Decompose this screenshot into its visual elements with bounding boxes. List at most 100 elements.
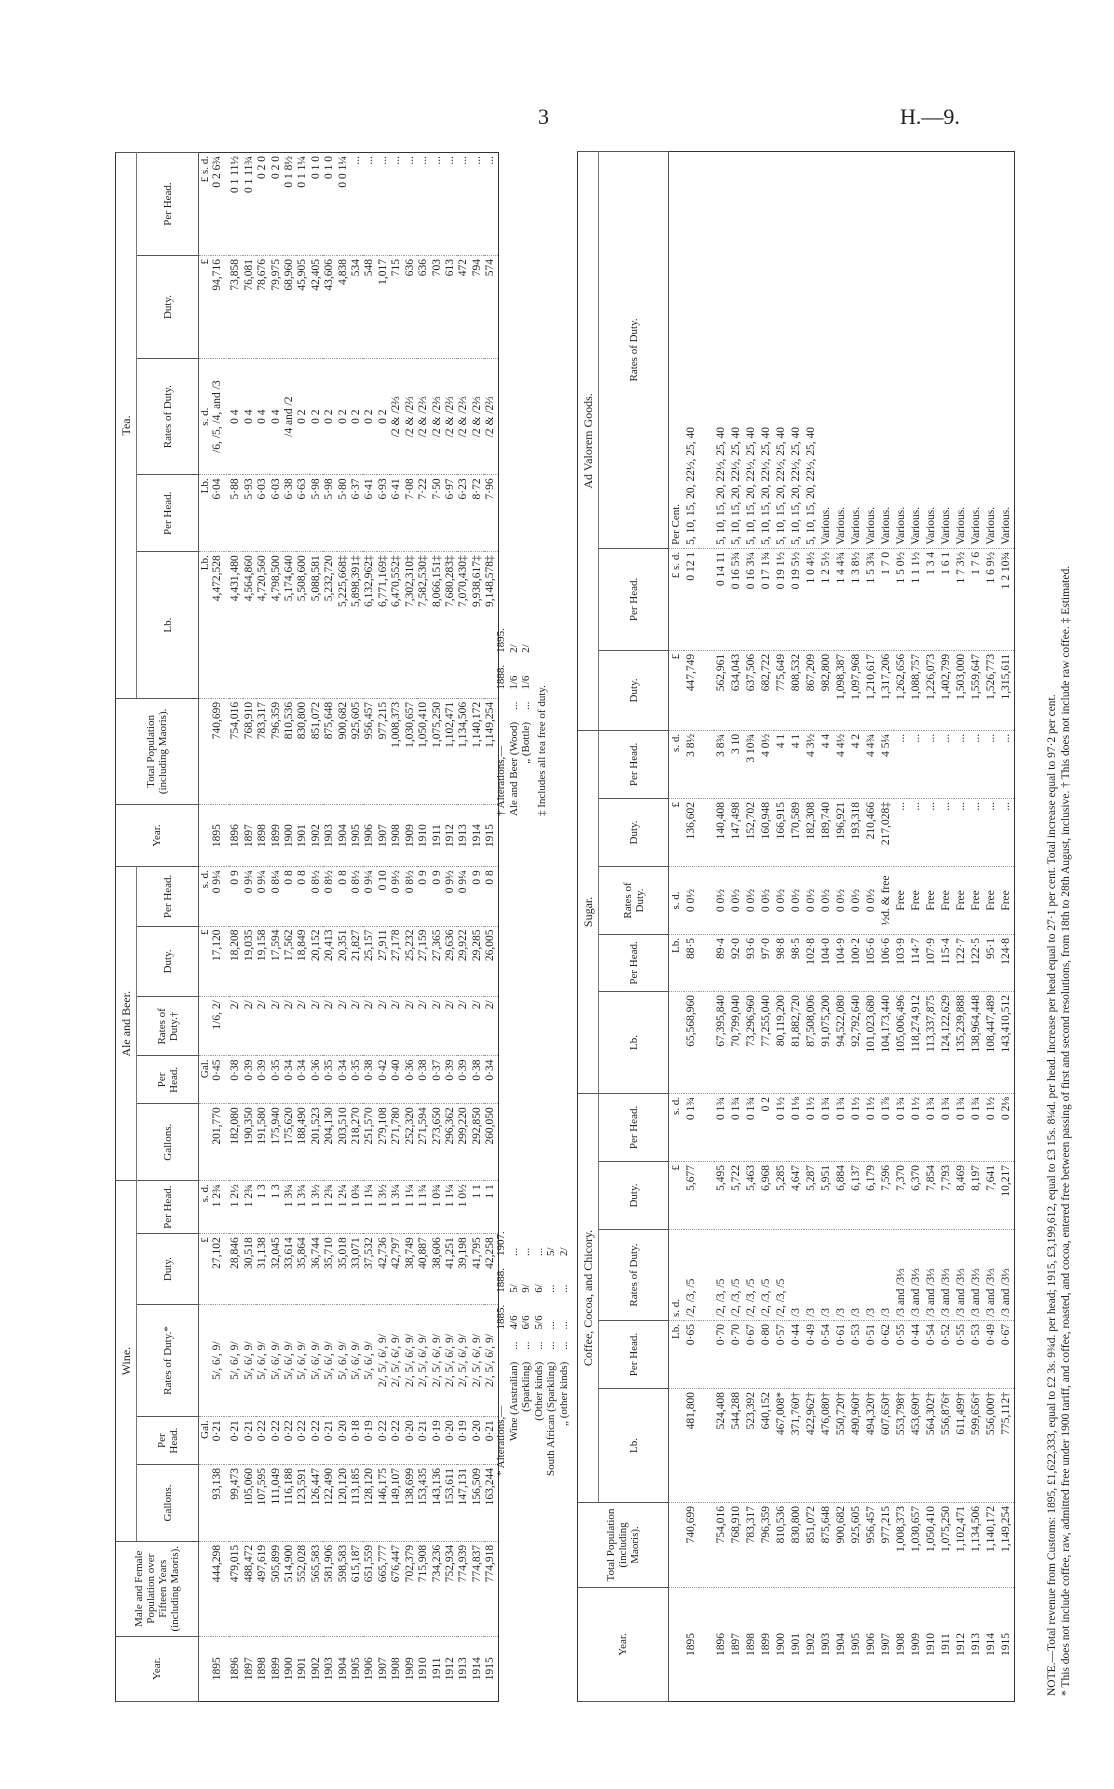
sugar-per-head-lb-cell: 92·0 xyxy=(729,934,744,992)
tea-lb-cell: 4,798,500 xyxy=(269,551,284,699)
year-cell: 1898 xyxy=(256,804,270,867)
unit-label xyxy=(198,996,211,1056)
alterations-year: 1885. xyxy=(495,1304,507,1330)
wine-rates-cell: 5/, 6/, 9/ xyxy=(363,1304,377,1417)
table-row: 1911 734,236 143,136 0·19 2/, 5/, 6/, 9/38,6… xyxy=(430,152,444,1702)
alterations-value: ... xyxy=(545,1321,557,1330)
male-female-population-cell: 651,559 xyxy=(363,1541,377,1637)
alterations-year: 1888. xyxy=(495,664,507,690)
wine-per-head-cell: 1 3½ xyxy=(309,1180,324,1234)
coffee-per-head-lb-cell: 0·70 xyxy=(729,1320,744,1389)
alterations-year: 1907. xyxy=(495,1231,507,1256)
spacer-cell xyxy=(699,934,714,992)
coffee-per-head-cell: 0 1¾ xyxy=(744,1093,759,1162)
alterations-value: 6/ xyxy=(532,1284,545,1293)
year-cell: 1900 xyxy=(774,1587,789,1702)
advalorem-duty-cell: 1,097,968 xyxy=(849,650,864,731)
sugar-per-head-cell: 4 4¾ xyxy=(864,730,879,799)
header-ad-valorem-goods: Ad Valorem Goods. xyxy=(577,151,599,731)
tea-duty-cell: 548 xyxy=(363,255,377,359)
header-sugar-duty: Duty. xyxy=(598,798,669,867)
sugar-duty-cell: ... xyxy=(939,798,954,867)
wine-rates-cell: 5/, 6/, 9/ xyxy=(336,1304,351,1417)
alterations-label: „ (other kinds) xyxy=(557,1361,570,1426)
ale-per-head-cell: 0 8½ xyxy=(323,866,337,927)
year-cell: 1895 xyxy=(684,1587,699,1702)
coffee-per-head-lb-cell: 0·70 xyxy=(714,1320,729,1389)
ale-gallons-cell: 188,490 xyxy=(296,1103,310,1181)
total-population-cell: 956,457 xyxy=(864,1502,879,1588)
tea-rates-cell: 0 2 xyxy=(323,358,337,475)
total-population-cell: 925,605 xyxy=(849,1502,864,1588)
sugar-lb-cell: 124,122,629 xyxy=(939,991,954,1094)
wine-gallons-cell: 122,490 xyxy=(323,1464,337,1542)
spacer-cell xyxy=(699,650,714,731)
advalorem-rates-cell: Various. xyxy=(939,151,954,549)
table-row: 1914 774,837 156,509 0·20 2/, 5/, 6/, 9/41,7… xyxy=(470,152,485,1702)
sugar-per-head-cell: ... xyxy=(999,730,1015,799)
ale-gallons-cell: 273,650 xyxy=(430,1103,444,1181)
alterations-row: Wine (Australian)... 4/6 5/... xyxy=(508,1225,521,1482)
alterations-row: South African (Sparkling)......... 5/ xyxy=(545,1225,558,1482)
advalorem-per-head-cell: 0 16 5¾ xyxy=(729,548,744,651)
advalorem-per-head-cell: 0 19 1½ xyxy=(774,548,789,651)
ale-per-head-cell: 0 9¼ xyxy=(211,866,225,927)
advalorem-rates-cell: Various. xyxy=(819,151,834,549)
tea-duty-cell: 613 xyxy=(443,255,458,359)
male-female-population-cell: 676,447 xyxy=(390,1541,404,1637)
year-cell: 1912 xyxy=(954,1587,969,1702)
ale-per-head-gallons-cell: 0·36 xyxy=(309,1055,324,1104)
wine-rates-cell: 2/, 5/, 6/, 9/ xyxy=(390,1304,404,1417)
table-row: 1900 810,536 467,008* 0·57/2, /3, /5 5,285 0 … xyxy=(774,151,789,1702)
wine-per-head-cell: 1 0¾ xyxy=(350,1180,364,1234)
coffee-lb-cell: 553,798† xyxy=(894,1388,909,1503)
wine-duty-cell: 36,744 xyxy=(309,1233,324,1305)
sugar-rates-cell: 0 0½ xyxy=(834,866,849,935)
coffee-rates-cell: /3 and /3⅓ xyxy=(894,1229,909,1321)
sugar-duty-cell: ... xyxy=(984,798,999,867)
sugar-per-head-lb-cell: 107·9 xyxy=(924,934,939,992)
tea-per-head-cell: ... xyxy=(457,152,471,256)
alterations-value: 6/6 xyxy=(520,1315,532,1330)
spacer-cell xyxy=(699,1388,714,1503)
tea-duty-cell: 68,960 xyxy=(283,255,297,359)
coffee-per-head-lb-cell: 0·67 xyxy=(999,1320,1015,1389)
wine-ale-tea-table: Year. Male and Female Population over Fi… xyxy=(115,152,499,1702)
table-row: 1903 581,906 122,490 0·21 5/, 6/, 9/35,710 1 … xyxy=(323,152,337,1702)
tea-rates-cell: /4 and /2 xyxy=(283,358,297,475)
coffee-lb-cell: 544,288 xyxy=(729,1388,744,1503)
ale-rates-cell: 2/ xyxy=(309,996,324,1056)
ale-gallons-cell: 271,780 xyxy=(390,1103,404,1181)
tea-duty-cell: 42,405 xyxy=(309,255,324,359)
total-population-cell: 875,648 xyxy=(323,698,337,805)
coffee-per-head-cell: 0 1¾ xyxy=(924,1093,939,1162)
year-cell: 1906 xyxy=(363,1636,377,1702)
ale-per-head-cell: 0 9 xyxy=(430,866,444,927)
year-cell: 1908 xyxy=(390,804,404,867)
wine-duty-cell: 35,864 xyxy=(296,1233,310,1305)
coffee-lb-cell: 494,320† xyxy=(864,1388,879,1503)
coffee-per-head-cell: 0 1¾ xyxy=(894,1093,909,1162)
tea-per-head-cell: 0 2 0 xyxy=(256,152,270,256)
wine-per-head-cell: 1 3 xyxy=(256,1180,270,1234)
unit-label xyxy=(668,991,684,1094)
table-row: 1911 1,075,250 556,876† 0·52/3 and /3⅓ 7,793… xyxy=(939,151,954,1702)
alterations-year: 1895. xyxy=(495,628,507,653)
wine-gallons-cell: 128,120 xyxy=(363,1464,377,1542)
coffee-duty-cell: 5,287 xyxy=(804,1161,819,1230)
wine-per-head-cell: 1 2½ xyxy=(229,1180,243,1234)
advalorem-duty-cell: 1,503,000 xyxy=(954,650,969,731)
total-population-cell: 740,699 xyxy=(211,698,225,805)
revenue-note: NOTE.—Total revenue from Customs: 1895, … xyxy=(1045,146,1100,1702)
sugar-rates-cell: Free xyxy=(969,866,984,935)
ale-gallons-cell: 271,594 xyxy=(417,1103,431,1181)
unit-label xyxy=(198,698,211,805)
sugar-lb-cell: 101,023,680 xyxy=(864,991,879,1094)
advalorem-duty-cell: 1,088,757 xyxy=(909,650,924,731)
header-coffee-cocoa-chicory: Coffee, Cocoa, and Chicory. xyxy=(577,1093,599,1503)
year-cell: 1913 xyxy=(457,804,471,867)
ale-duty-cell: 27,911 xyxy=(376,926,391,997)
ale-alterations-footnote: † Alterations,— 1888. 1895. Ale and Beer (W… xyxy=(495,622,548,822)
sugar-per-head-lb-cell: 98·8 xyxy=(774,934,789,992)
wine-gallons-cell: 156,509 xyxy=(470,1464,485,1542)
